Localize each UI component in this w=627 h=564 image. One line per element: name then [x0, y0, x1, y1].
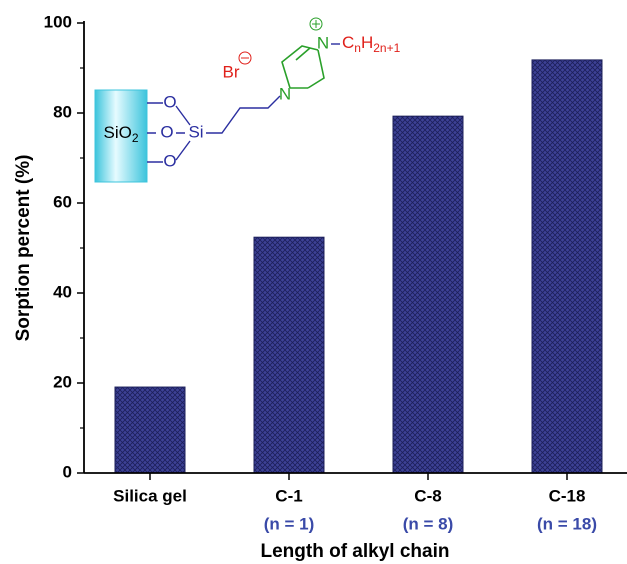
- y-tick-label: 80: [53, 102, 72, 121]
- x-tick-note: (n = 1): [264, 514, 315, 533]
- support-label: SiO2: [103, 123, 138, 145]
- plot-area: 0 20 40 60 80 100 Silica gel C-1 (n = 1) C-8 (n = …: [44, 12, 627, 533]
- x-tick-label: C-18: [549, 486, 586, 505]
- support-text: SiO: [103, 123, 131, 142]
- y-tick-label: 0: [63, 462, 72, 481]
- bar: [392, 115, 464, 474]
- counterion-label: Br: [223, 62, 240, 81]
- bar: [114, 386, 186, 474]
- silica-support: [94, 89, 148, 183]
- chain-n: n: [354, 41, 361, 55]
- x-tick-label: C-1: [275, 486, 302, 505]
- bar: [531, 59, 603, 474]
- x-tick-note: (n = 18): [537, 514, 597, 533]
- x-axis-title: Length of alkyl chain: [261, 541, 450, 562]
- bonds: [147, 95, 281, 163]
- bar: [253, 236, 325, 474]
- y-tick-label: 60: [53, 192, 72, 211]
- oxygen-label: O: [163, 151, 176, 170]
- negative-charge: [238, 51, 252, 65]
- y-tick-label: 100: [44, 12, 72, 31]
- chain-label: CnH2n+1: [342, 33, 401, 55]
- imidazolium-ring: [281, 45, 319, 89]
- chain-subscript: 2n+1: [373, 41, 400, 55]
- imidazolium-ring: [307, 49, 325, 89]
- oxygen-label: O: [160, 122, 173, 141]
- chain-h: H: [361, 33, 373, 52]
- x-tick-note: (n = 8): [403, 514, 454, 533]
- silicon-label: Si: [188, 122, 203, 141]
- support-subscript: 2: [132, 131, 139, 145]
- y-tick-label: 40: [53, 282, 72, 301]
- nitrogen-label: N: [279, 84, 291, 103]
- chain-c: C: [342, 33, 354, 52]
- structure-inset: SiO2 O O O Si Br N N CnH2n+1: [94, 17, 401, 183]
- positive-charge: [309, 17, 323, 31]
- x-tick-label: Silica gel: [113, 486, 187, 505]
- y-axis-title: Sorption percent (%): [13, 155, 34, 342]
- y-tick-label: 20: [53, 372, 72, 391]
- oxygen-label: O: [163, 92, 176, 111]
- x-tick-label: C-8: [414, 486, 441, 505]
- nitrogen-label: N: [317, 33, 329, 52]
